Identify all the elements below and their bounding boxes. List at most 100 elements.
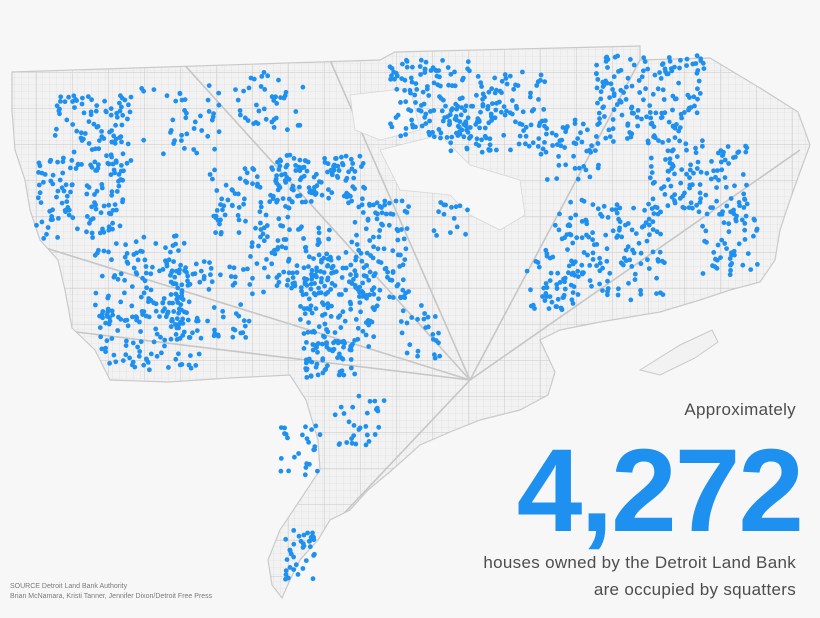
occupied-house-dot <box>431 80 437 86</box>
occupied-house-dot <box>89 204 95 210</box>
occupied-house-dot <box>572 121 578 126</box>
occupied-house-dot <box>698 196 703 202</box>
occupied-house-dot <box>174 337 180 342</box>
occupied-house-dot <box>511 86 517 92</box>
occupied-house-dot <box>61 188 67 194</box>
occupied-house-dot <box>187 335 193 340</box>
occupied-house-dot <box>335 355 340 361</box>
occupied-house-dot <box>235 97 241 103</box>
occupied-house-dot <box>441 211 447 217</box>
occupied-house-dot <box>136 353 142 359</box>
occupied-house-dot <box>89 97 94 103</box>
occupied-house-dot <box>194 150 200 156</box>
occupied-house-dot <box>652 72 658 78</box>
occupied-house-dot <box>296 533 302 539</box>
occupied-house-dot <box>284 153 290 158</box>
occupied-house-dot <box>275 187 281 193</box>
occupied-house-dot <box>358 309 363 315</box>
occupied-house-dot <box>418 72 423 77</box>
occupied-house-dot <box>547 294 553 299</box>
occupied-house-dot <box>718 255 723 260</box>
occupied-house-dot <box>499 90 504 96</box>
occupied-house-dot <box>744 201 750 207</box>
occupied-house-dot <box>198 268 204 274</box>
occupied-house-dot <box>108 106 114 111</box>
occupied-house-dot <box>68 189 73 195</box>
occupied-house-dot <box>104 312 110 318</box>
occupied-house-dot <box>349 440 355 446</box>
occupied-house-dot <box>480 103 486 109</box>
occupied-house-dot <box>697 182 703 188</box>
occupied-house-dot <box>691 94 697 100</box>
occupied-house-dot <box>347 299 353 305</box>
occupied-house-dot <box>285 435 290 441</box>
occupied-house-dot <box>78 130 84 136</box>
occupied-house-dot <box>101 248 107 254</box>
occupied-house-dot <box>710 263 715 269</box>
occupied-house-dot <box>73 166 79 171</box>
occupied-house-dot <box>598 89 604 95</box>
occupied-house-dot <box>654 291 659 296</box>
occupied-house-dot <box>304 375 310 380</box>
occupied-house-dot <box>297 157 303 163</box>
occupied-house-dot <box>708 176 714 182</box>
occupied-house-dot <box>692 103 697 109</box>
occupied-house-dot <box>617 98 623 103</box>
occupied-house-dot <box>141 309 147 314</box>
occupied-house-dot <box>684 171 689 177</box>
occupied-house-dot <box>651 124 657 130</box>
occupied-house-dot <box>93 108 99 114</box>
occupied-house-dot <box>34 222 39 228</box>
occupied-house-dot <box>398 133 404 139</box>
occupied-house-dot <box>649 170 655 176</box>
occupied-house-dot <box>214 188 220 193</box>
occupied-house-dot <box>188 365 194 371</box>
occupied-house-dot <box>357 300 363 305</box>
occupied-house-dot <box>274 173 279 179</box>
occupied-house-dot <box>279 172 284 178</box>
occupied-house-dot <box>96 146 102 152</box>
occupied-house-dot <box>414 87 420 92</box>
occupied-house-dot <box>624 84 629 90</box>
occupied-house-dot <box>348 272 353 278</box>
occupied-house-dot <box>314 265 319 271</box>
occupied-house-dot <box>590 257 596 262</box>
occupied-house-dot <box>419 123 425 129</box>
occupied-house-dot <box>207 260 212 265</box>
occupied-house-dot <box>298 304 303 309</box>
occupied-house-dot <box>463 119 469 125</box>
occupied-house-dot <box>88 217 94 223</box>
occupied-house-dot <box>440 118 446 124</box>
occupied-house-dot <box>230 203 235 209</box>
occupied-house-dot <box>716 177 721 183</box>
occupied-house-dot <box>115 328 121 333</box>
occupied-house-dot <box>398 295 404 301</box>
occupied-house-dot <box>54 126 59 132</box>
occupied-house-dot <box>565 247 570 253</box>
occupied-house-dot <box>249 244 255 250</box>
occupied-house-dot <box>387 64 393 70</box>
occupied-house-dot <box>242 166 248 172</box>
occupied-house-dot <box>597 255 602 261</box>
occupied-house-dot <box>713 256 718 262</box>
occupied-house-dot <box>184 310 190 316</box>
occupied-house-dot <box>489 118 494 123</box>
occupied-house-dot <box>452 83 458 89</box>
occupied-house-dot <box>406 204 411 210</box>
occupied-house-dot <box>720 209 725 215</box>
occupied-house-dot <box>230 187 235 193</box>
occupied-house-dot <box>103 345 108 351</box>
occupied-house-dot <box>478 80 484 86</box>
occupied-house-dot <box>594 71 599 77</box>
occupied-house-dot <box>543 291 549 296</box>
occupied-house-dot <box>147 367 152 373</box>
occupied-house-dot <box>317 432 323 438</box>
occupied-house-dot <box>629 110 635 116</box>
occupied-house-dot <box>663 157 668 162</box>
occupied-house-dot <box>694 110 700 116</box>
occupied-house-dot <box>480 96 485 102</box>
occupied-house-dot <box>427 118 432 124</box>
occupied-house-dot <box>301 265 307 271</box>
occupied-house-dot <box>700 138 705 144</box>
occupied-house-dot <box>732 183 737 189</box>
